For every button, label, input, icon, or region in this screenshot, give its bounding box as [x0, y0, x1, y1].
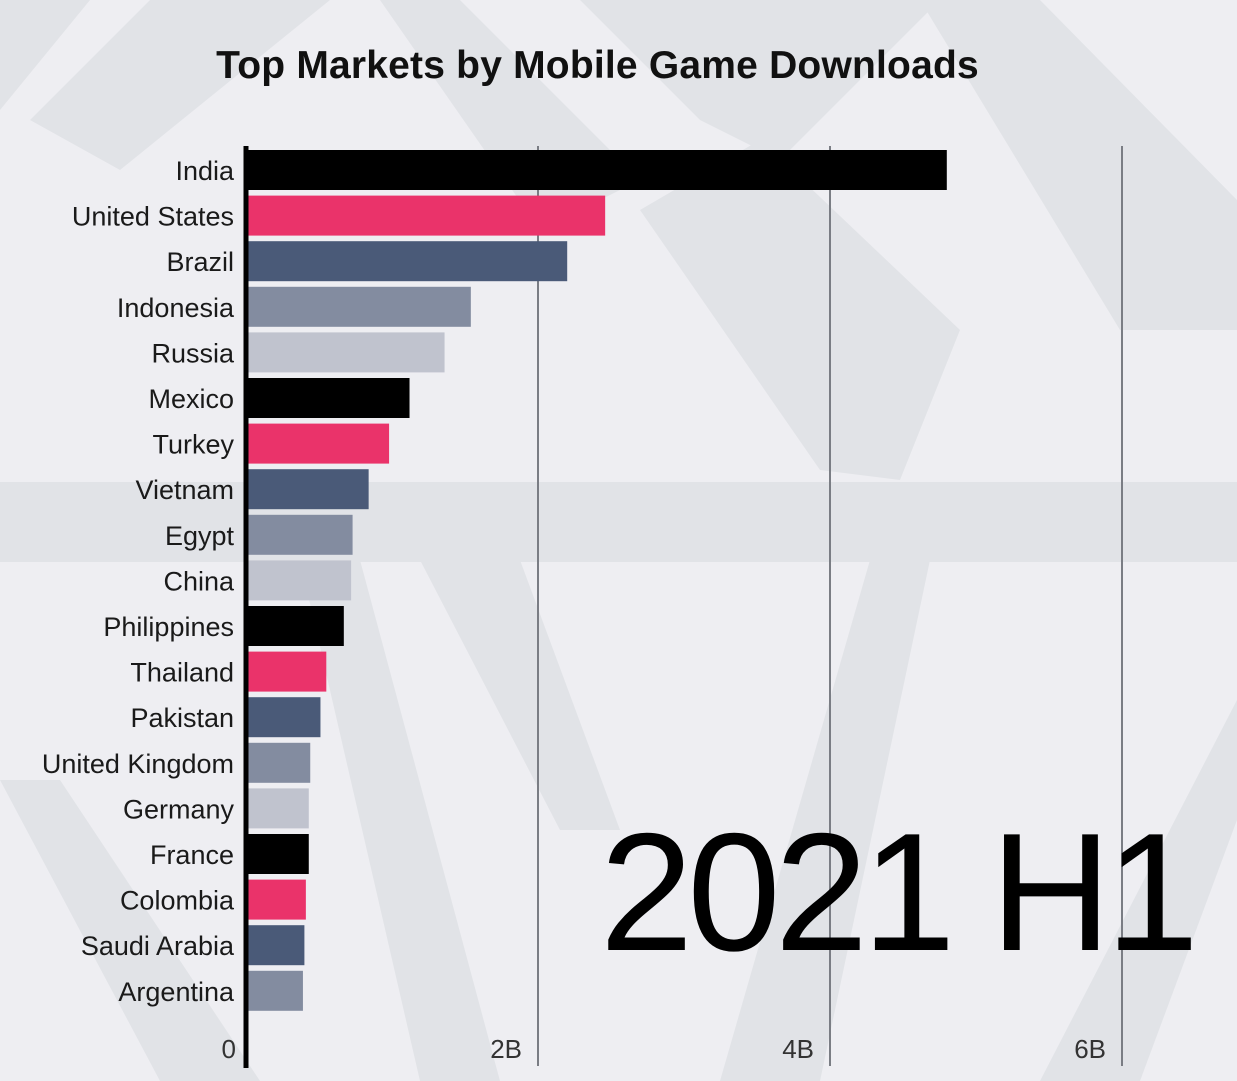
period-label: 2021 H1: [599, 798, 1199, 986]
category-labels: India United States Brazil Indonesia Russia M…: [42, 156, 235, 1007]
category-label: Germany: [123, 794, 235, 824]
x-tick-label: 4B: [782, 1034, 814, 1064]
bar-germany: [246, 788, 309, 829]
x-axis-ticks: 0 2B 4B 6B: [222, 1034, 1106, 1064]
bar-france: [246, 834, 309, 874]
category-label: Turkey: [152, 430, 234, 460]
bar-united-states: [246, 195, 606, 236]
bar-russia: [246, 332, 445, 373]
x-tick-label: 0: [222, 1034, 236, 1064]
bar-china: [246, 560, 352, 601]
category-label: Vietnam: [135, 475, 234, 505]
chart-title: Top Markets by Mobile Game Downloads: [216, 44, 979, 87]
bar-colombia: [246, 879, 306, 920]
category-label: Colombia: [120, 886, 235, 916]
category-label: Argentina: [118, 977, 235, 1007]
category-label: Saudi Arabia: [81, 931, 235, 961]
category-label: United Kingdom: [42, 749, 234, 779]
bar-brazil: [246, 241, 568, 282]
bar-egypt: [246, 514, 353, 555]
bar-saudi-arabia: [246, 925, 305, 966]
x-tick-label: 6B: [1074, 1034, 1106, 1064]
category-label: Indonesia: [117, 293, 235, 323]
category-label: Egypt: [165, 521, 235, 551]
bar-vietnam: [246, 469, 369, 510]
bar-india: [246, 150, 947, 190]
bar-pakistan: [246, 697, 321, 738]
bar-turkey: [246, 423, 390, 464]
bar-argentina: [246, 970, 303, 1011]
category-label: Thailand: [130, 658, 234, 688]
gridlines: [537, 146, 1123, 1066]
bar-united-kingdom: [246, 742, 311, 783]
bar-thailand: [246, 651, 327, 692]
category-label: Brazil: [166, 247, 234, 277]
category-label: India: [175, 156, 235, 186]
x-tick-label: 2B: [490, 1034, 522, 1064]
category-label: China: [163, 566, 235, 596]
category-label: Mexico: [148, 384, 234, 414]
category-label: Philippines: [103, 612, 234, 642]
bar-mexico: [246, 378, 410, 418]
category-label: Pakistan: [130, 703, 234, 733]
category-label: United States: [72, 202, 234, 232]
bar-indonesia: [246, 286, 471, 327]
category-label: France: [150, 840, 234, 870]
bars: [246, 150, 947, 1011]
bar-philippines: [246, 606, 344, 646]
category-label: Russia: [151, 338, 235, 368]
